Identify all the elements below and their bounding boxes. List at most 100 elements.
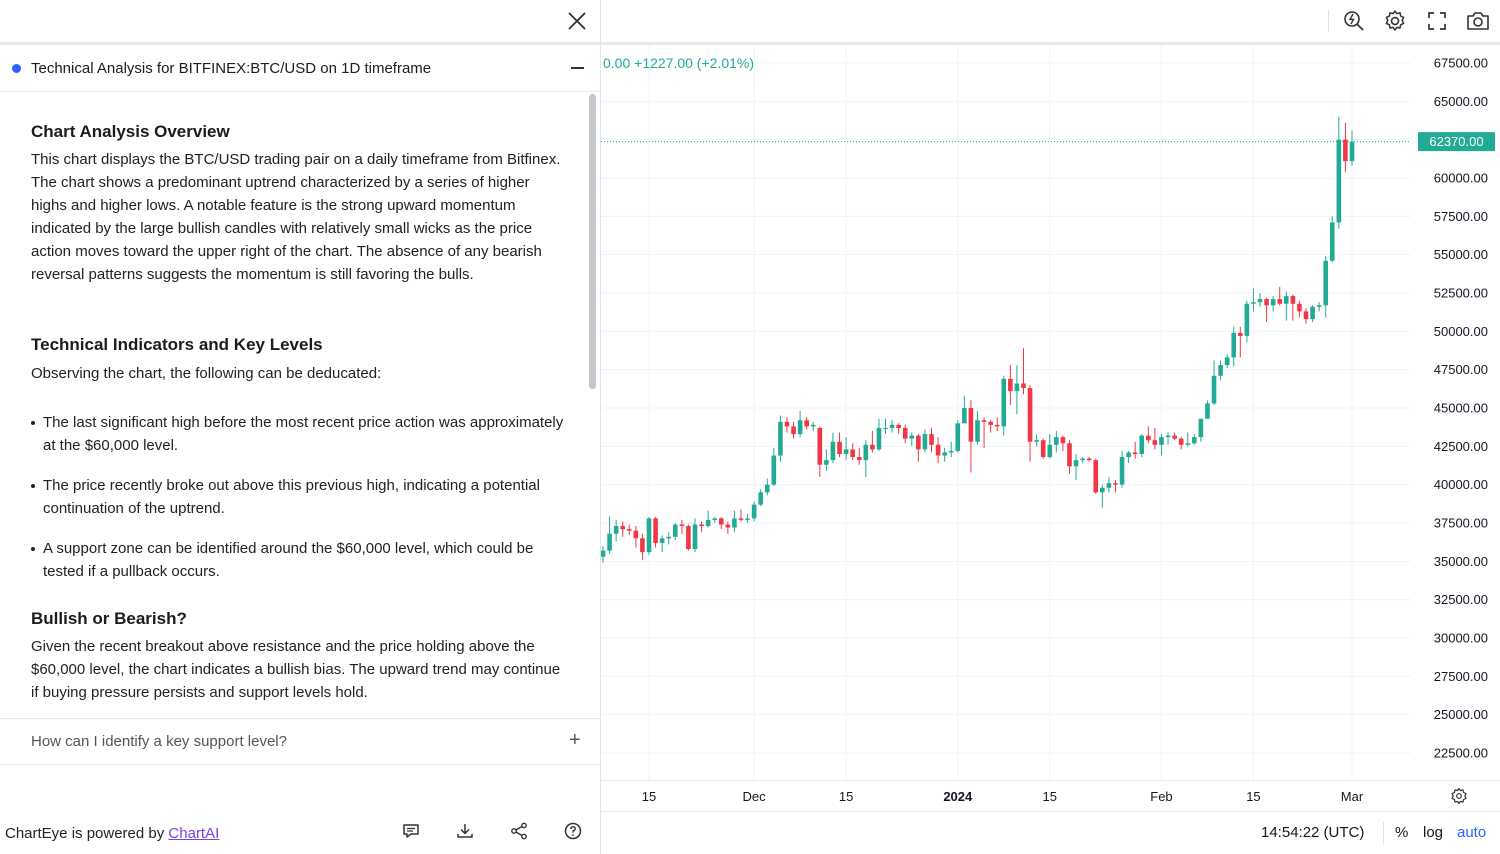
analysis-panel: Technical Analysis for BITFINEX:BTC/USD … <box>0 0 601 854</box>
candle-body <box>1185 443 1191 445</box>
price-axis-label: 65000.00 <box>1434 94 1488 109</box>
list-item: The last significant high before the mos… <box>31 411 568 457</box>
percent-scale-button[interactable]: % <box>1395 824 1409 841</box>
candle-body <box>948 450 954 453</box>
scrollbar-thumb[interactable] <box>589 94 596 389</box>
chartai-link[interactable]: ChartAI <box>168 825 220 842</box>
last-price-label: 62370.00 <box>1429 134 1483 149</box>
candle-body <box>843 449 849 454</box>
candle-body <box>1040 440 1046 458</box>
panel-header[interactable]: Technical Analysis for BITFINEX:BTC/USD … <box>0 45 600 92</box>
candle-body <box>699 524 704 527</box>
price-axis-label: 67500.00 <box>1434 56 1488 71</box>
candle-body <box>1336 139 1342 223</box>
candle-body <box>850 449 855 458</box>
help-icon[interactable] <box>563 821 583 841</box>
candle-body <box>909 435 915 439</box>
candle-body <box>1159 437 1164 445</box>
section-body: Given the recent breakout above resistan… <box>31 638 561 701</box>
utc-clock: 14:54:22 (UTC) <box>1261 824 1365 841</box>
settings-gear-icon[interactable] <box>1382 8 1408 34</box>
price-axis-label: 40000.00 <box>1434 477 1488 492</box>
panel-top-bar <box>0 0 600 45</box>
candle-body <box>1165 435 1171 438</box>
price-axis-label: 27500.00 <box>1434 669 1488 684</box>
plus-icon[interactable]: + <box>569 729 581 751</box>
candle-body <box>1323 260 1329 306</box>
candle-body <box>1244 303 1250 336</box>
candle-body <box>876 427 882 450</box>
price-axis-label: 55000.00 <box>1434 247 1488 262</box>
chart-panel: 67500.00 65000.00 60000.00 57500.00 55000.00… <box>601 0 1500 854</box>
price-axis-label: 57500.00 <box>1434 209 1488 224</box>
price-axis-label: 25000.00 <box>1434 707 1488 722</box>
quick-search-icon[interactable] <box>1341 8 1367 34</box>
candle-body <box>922 434 928 450</box>
fullscreen-icon[interactable] <box>1424 8 1450 34</box>
candle-body <box>1027 388 1033 442</box>
candle-body <box>1283 296 1289 304</box>
auto-scale-button[interactable]: auto <box>1457 824 1487 841</box>
candle-body <box>1132 452 1138 454</box>
candle-body <box>1349 141 1355 162</box>
candle-body <box>1238 332 1243 336</box>
candle-body <box>817 427 823 465</box>
footer-divider <box>1383 822 1384 844</box>
log-scale-button[interactable]: log <box>1423 824 1444 841</box>
price-axis-label: 50000.00 <box>1434 324 1488 339</box>
candle-body <box>1100 487 1105 493</box>
powered-prefix: ChartEye is powered by <box>5 825 169 842</box>
candle-body <box>1001 378 1007 427</box>
candle-body <box>935 444 941 456</box>
candle-body <box>975 420 980 442</box>
price-axis-label: 60000.00 <box>1434 171 1488 186</box>
collapse-icon[interactable] <box>571 67 584 69</box>
candle-body <box>705 519 711 527</box>
close-icon[interactable] <box>565 9 589 33</box>
time-axis-label: 15 <box>838 789 854 804</box>
candle-body <box>1277 299 1283 304</box>
price-axis-label: 42500.00 <box>1434 439 1488 454</box>
time-axis[interactable]: 15 Dec 15 2024 15 Feb 15 Mar <box>601 780 1500 812</box>
chart-footer: 14:54:22 (UTC) % log auto <box>601 812 1500 854</box>
candle-body <box>1178 438 1184 445</box>
candle-body <box>830 441 836 461</box>
candle-body <box>613 526 619 534</box>
candlestick-chart[interactable]: 67500.00 65000.00 60000.00 57500.00 55000.00… <box>601 45 1500 780</box>
share-icon[interactable] <box>509 821 529 841</box>
candle-body <box>712 518 717 520</box>
section-body: Observing the chart, the following can b… <box>31 365 382 382</box>
candle-body <box>1205 403 1210 419</box>
candle-body <box>968 408 974 442</box>
list-item: A support zone can be identified around … <box>31 537 568 583</box>
chart-toolbar <box>601 0 1500 45</box>
candle-body <box>1264 299 1269 306</box>
panel-footer: ChartEye is powered by ChartAI <box>0 810 600 854</box>
candle-body <box>1021 383 1026 389</box>
candle-body <box>797 420 803 435</box>
section-heading: Chart Analysis Overview <box>31 122 230 141</box>
price-chart[interactable]: 67500.00 65000.00 60000.00 57500.00 55000.00… <box>601 45 1500 780</box>
camera-icon[interactable] <box>1465 8 1491 34</box>
candle-body <box>837 441 842 454</box>
comment-icon[interactable] <box>401 821 421 841</box>
download-icon[interactable] <box>455 821 475 841</box>
candle-body <box>1224 357 1230 366</box>
candle-body <box>1086 458 1092 461</box>
candle-body <box>1310 306 1315 320</box>
candle-body <box>784 421 790 427</box>
section-heading: Bullish or Bearish? <box>31 609 187 628</box>
candle-body <box>1343 139 1348 162</box>
candle-body <box>1014 383 1020 392</box>
candle-body <box>718 518 724 525</box>
candle-body <box>1054 437 1059 445</box>
candle-body <box>1329 222 1335 261</box>
candle-body <box>1093 460 1099 493</box>
axis-settings-icon[interactable] <box>1450 787 1468 805</box>
candle-body <box>1119 457 1125 485</box>
candle-body <box>1146 435 1151 441</box>
suggested-question[interactable]: How can I identify a key support level? … <box>0 718 600 765</box>
price-axis-label: 47500.00 <box>1434 362 1488 377</box>
candle-body <box>824 460 829 465</box>
candle-body <box>672 524 678 537</box>
